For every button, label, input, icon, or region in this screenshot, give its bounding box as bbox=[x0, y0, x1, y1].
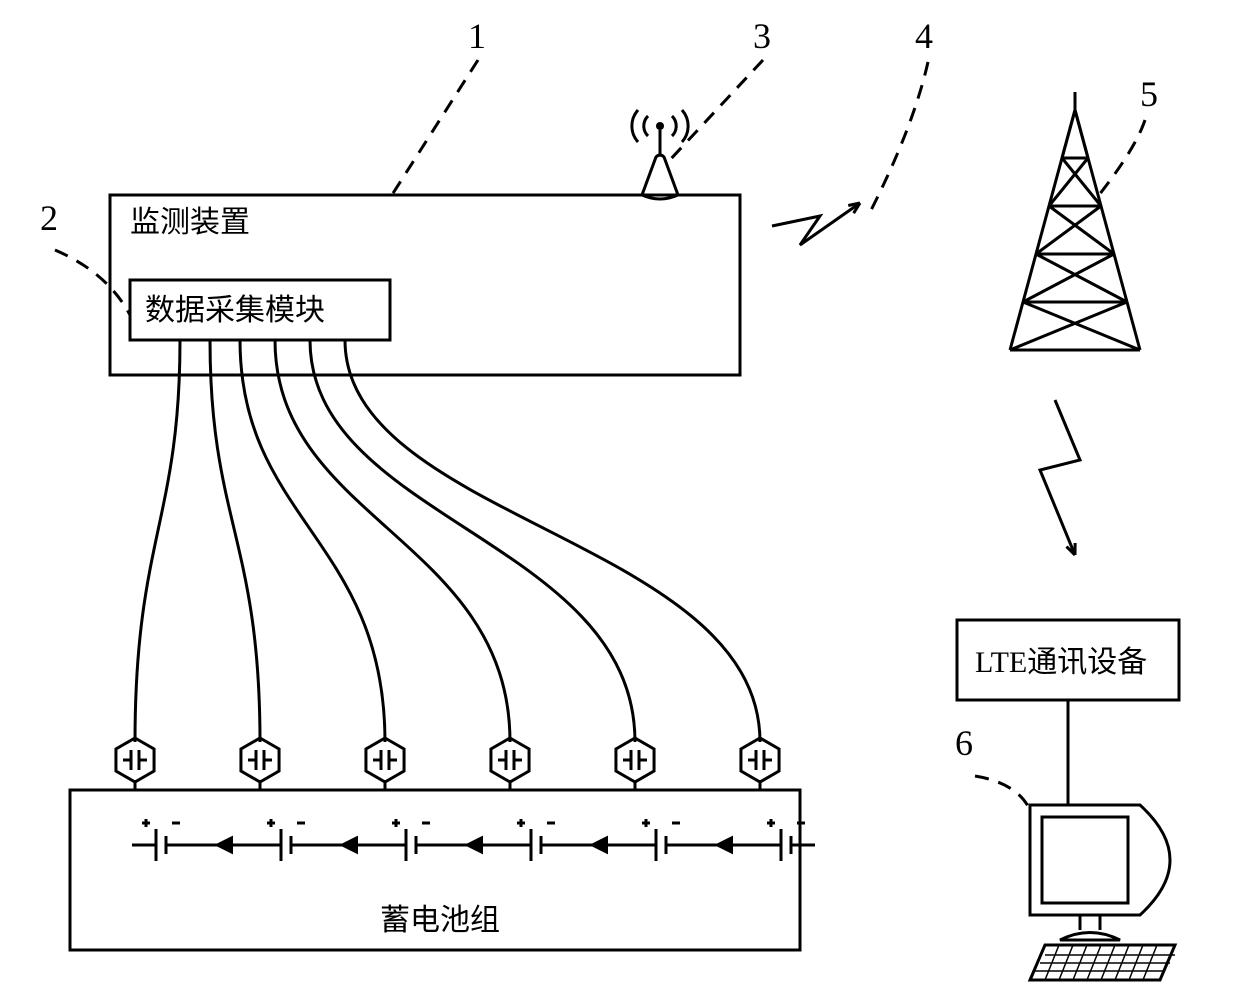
lte-title: LTE通讯设备 bbox=[975, 646, 1147, 679]
sensor-hex-icon bbox=[366, 738, 404, 782]
callout-label-3: 3 bbox=[753, 16, 771, 56]
callout-label-2: 2 bbox=[40, 198, 58, 238]
sensor-hex-icon bbox=[241, 738, 279, 782]
callout-label-6: 6 bbox=[955, 723, 973, 763]
leader-line bbox=[975, 776, 1030, 810]
bolt-left-icon bbox=[772, 203, 860, 245]
bolt-right-icon bbox=[1040, 400, 1080, 555]
callout-label-4: 4 bbox=[915, 16, 933, 56]
sensor-wire bbox=[135, 340, 180, 742]
callout-label-5: 5 bbox=[1140, 74, 1158, 114]
leader-line bbox=[55, 250, 130, 315]
sensor-wire bbox=[275, 340, 510, 742]
sensor-wire bbox=[345, 340, 760, 742]
callout-label-1: 1 bbox=[468, 16, 486, 56]
sensor-hex-icon bbox=[616, 738, 654, 782]
leader-line bbox=[1095, 120, 1145, 200]
sensor-hex-icon bbox=[116, 738, 154, 782]
sensor-hex-icon bbox=[491, 738, 529, 782]
sensor-wire bbox=[210, 340, 260, 742]
leader-line bbox=[390, 60, 478, 198]
leader-line bbox=[867, 62, 928, 218]
monitor-title: 监测装置 bbox=[130, 206, 250, 239]
sensor-wire bbox=[310, 340, 635, 742]
data-module-title: 数据采集模块 bbox=[145, 294, 325, 327]
sensor-hex-icon bbox=[741, 738, 779, 782]
battery-title: 蓄电池组 bbox=[380, 904, 500, 937]
